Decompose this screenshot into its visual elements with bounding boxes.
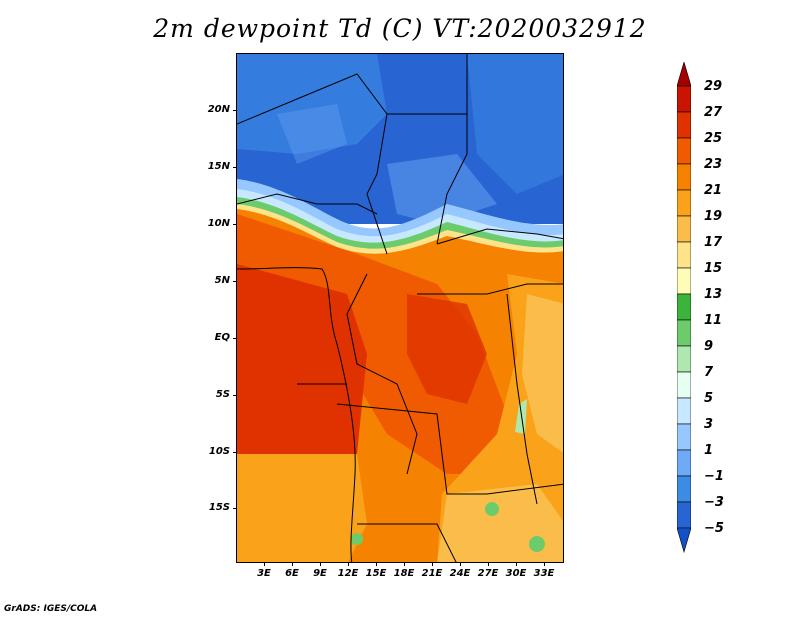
colorbar-swatch <box>676 319 692 347</box>
colorbar-label-3: 3 <box>704 417 714 432</box>
lon-label-18e: 18E <box>393 568 415 579</box>
colorbar-swatch-bottom <box>676 527 692 554</box>
colorbar-label-m5: −5 <box>704 521 724 536</box>
colorbar-label-7: 7 <box>704 365 714 380</box>
colorbar-label-m1: −1 <box>704 469 724 484</box>
colorbar-swatches <box>676 60 692 554</box>
lon-label-21e: 21E <box>421 568 443 579</box>
colorbar-swatch <box>676 215 692 243</box>
lat-label-5n: 5N <box>214 275 230 286</box>
lat-label-10n: 10N <box>207 218 230 229</box>
colorbar-swatch <box>676 397 692 425</box>
grads-credit: GrADS: IGES/COLA <box>4 604 98 614</box>
colorbar-label-19: 19 <box>704 209 723 224</box>
colorbar-swatch <box>676 241 692 269</box>
colorbar-label-27: 27 <box>704 105 723 120</box>
colorbar-label-9: 9 <box>704 339 714 354</box>
colorbar-label-15: 15 <box>704 261 723 276</box>
lon-label-33e: 33E <box>533 568 555 579</box>
colorbar-swatch <box>676 501 692 529</box>
lat-label-15n: 15N <box>207 161 230 172</box>
colorbar-label-11: 11 <box>704 313 723 328</box>
lon-label-27e: 27E <box>477 568 499 579</box>
lat-label-20n: 20N <box>207 104 230 115</box>
colorbar-label-23: 23 <box>704 157 723 172</box>
colorbar-label-25: 25 <box>704 131 723 146</box>
lat-label-eq: EQ <box>214 332 230 343</box>
dewpoint-map <box>236 53 564 563</box>
lat-label-10s: 10S <box>208 446 230 457</box>
colorbar-swatch <box>676 475 692 503</box>
lon-label-6e: 6E <box>285 568 299 579</box>
colorbar-swatch <box>676 449 692 477</box>
colorbar <box>676 60 692 562</box>
colorbar-swatch <box>676 189 692 217</box>
lat-label-5s: 5S <box>215 389 230 400</box>
plot-title: 2m dewpoint Td (C) VT:2020032912 <box>153 14 647 43</box>
colorbar-label-5: 5 <box>704 391 714 406</box>
lon-label-3e: 3E <box>257 568 271 579</box>
colorbar-swatch <box>676 163 692 191</box>
lon-label-9e: 9E <box>313 568 327 579</box>
colorbar-swatch-top <box>676 60 692 87</box>
colorbar-label-29: 29 <box>704 79 723 94</box>
lon-label-15e: 15E <box>365 568 387 579</box>
dewpoint-field <box>237 54 563 562</box>
colorbar-swatch <box>676 111 692 139</box>
colorbar-label-21: 21 <box>704 183 723 198</box>
colorbar-swatch <box>676 293 692 321</box>
colorbar-swatch <box>676 345 692 373</box>
colorbar-label-13: 13 <box>704 287 723 302</box>
colorbar-swatch <box>676 371 692 399</box>
colorbar-swatch <box>676 85 692 113</box>
lat-label-15s: 15S <box>208 502 230 513</box>
colorbar-swatch <box>676 267 692 295</box>
lon-label-24e: 24E <box>449 568 471 579</box>
lon-label-30e: 30E <box>505 568 527 579</box>
colorbar-label-m3: −3 <box>704 495 724 510</box>
colorbar-label-17: 17 <box>704 235 723 250</box>
lon-label-12e: 12E <box>337 568 359 579</box>
colorbar-swatch <box>676 137 692 165</box>
colorbar-label-1: 1 <box>704 443 714 458</box>
colorbar-swatch <box>676 423 692 451</box>
